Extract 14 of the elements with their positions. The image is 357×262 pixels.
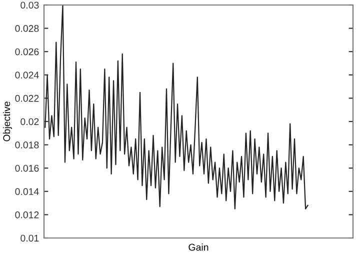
y-tick-label: 0.018 [15, 142, 39, 148]
x-axis-title: Gain [188, 244, 208, 251]
y-tick-label: 0.02 [20, 118, 39, 126]
y-axis-title: Objective [2, 102, 12, 142]
y-tick-label: 0.016 [15, 164, 39, 172]
y-tick-label: 0.026 [15, 48, 39, 56]
y-tick-label: 0.022 [15, 94, 39, 102]
y-tick-label: 0.028 [15, 25, 39, 32]
y-tick-label: 0.01 [20, 234, 39, 242]
y-tick-label: 0.024 [15, 72, 39, 79]
y-tick-label: 0.012 [15, 211, 39, 218]
y-tick-label: 0.03 [20, 2, 39, 9]
y-tick-label: 0.014 [15, 188, 39, 196]
line-series [44, 5, 308, 210]
